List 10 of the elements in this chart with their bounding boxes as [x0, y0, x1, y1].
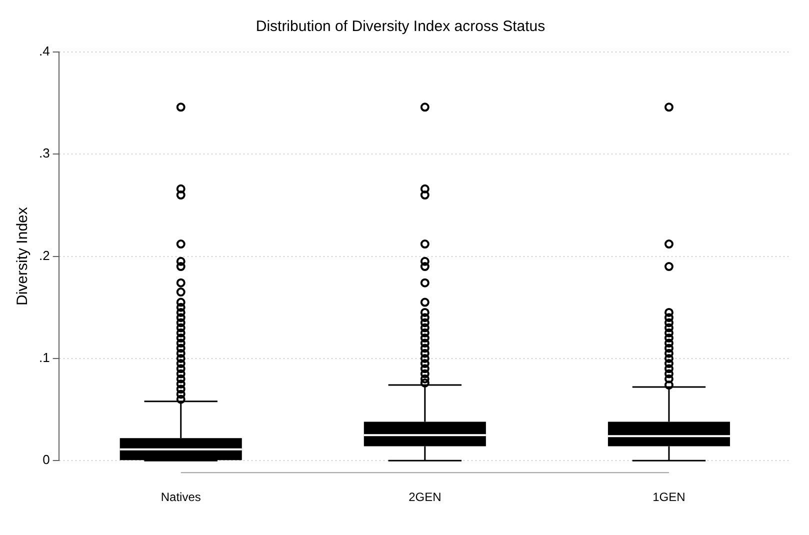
y-tick-label: 0: [42, 452, 50, 468]
y-tick-label: .2: [39, 248, 50, 263]
y-tick-label: .1: [39, 350, 50, 366]
x-tick-label: 1GEN: [652, 490, 686, 504]
x-tick-label: 2GEN: [408, 490, 442, 504]
y-tick-label: .3: [39, 146, 50, 161]
x-tick-label: Natives: [160, 490, 201, 504]
chart-title: Distribution of Diversity Index across Status: [256, 18, 546, 36]
y-axis-title: Diversity Index: [14, 206, 32, 306]
y-tick-label: .4: [39, 44, 50, 59]
